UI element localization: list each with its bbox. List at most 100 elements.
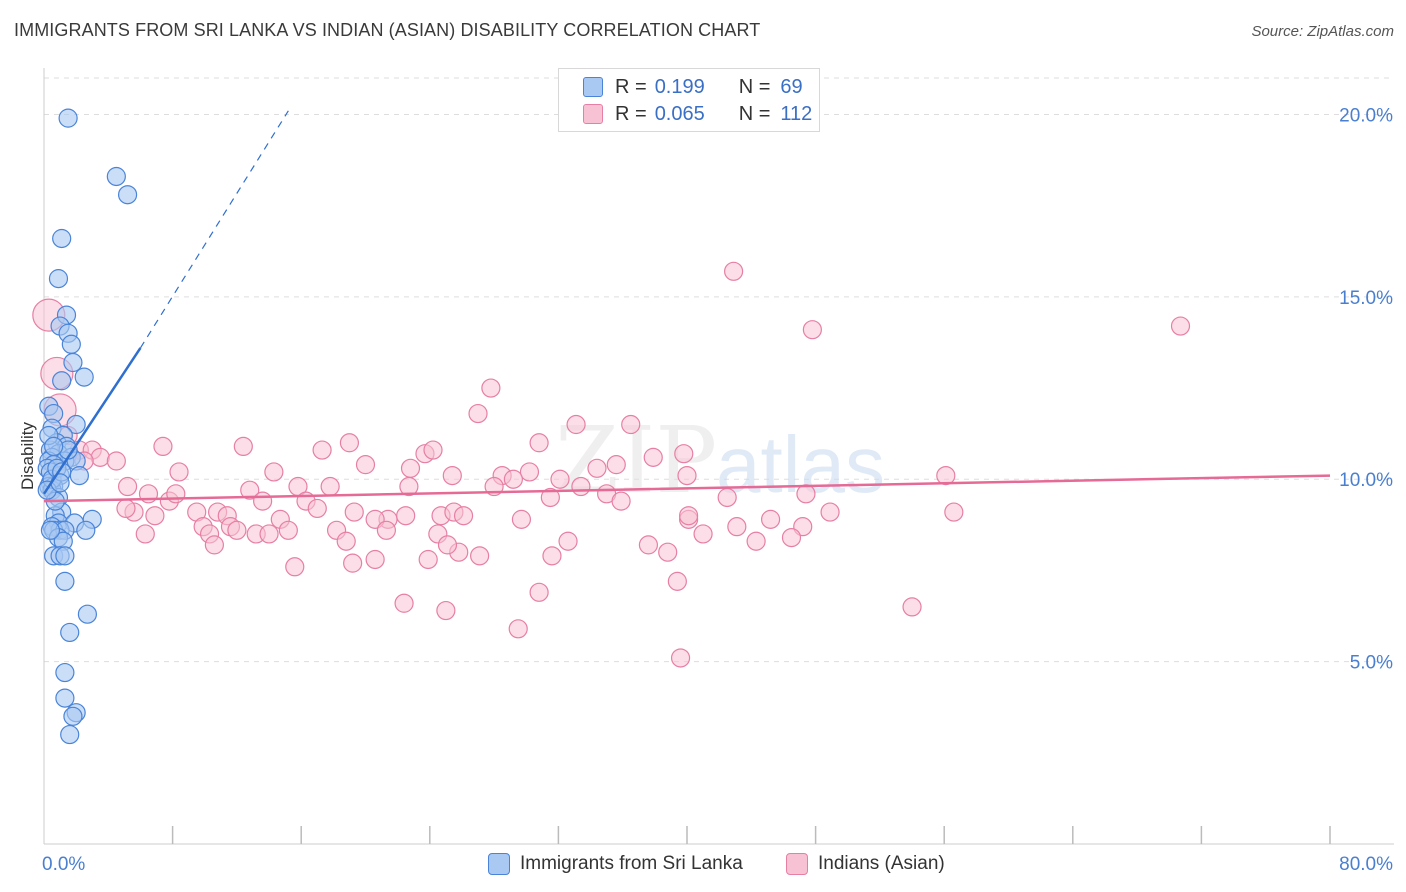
indians-point <box>396 506 416 526</box>
indians-point <box>667 571 687 591</box>
indians-point <box>169 462 189 482</box>
legend-n-label: N = <box>738 75 771 98</box>
indians-point <box>508 619 528 639</box>
srilanka-point <box>55 662 75 683</box>
indians-point <box>264 462 284 482</box>
indians-point <box>781 527 802 548</box>
source-credit: Source: ZipAtlas.com <box>1251 23 1394 40</box>
legend-n-label: N = <box>738 102 771 125</box>
indians-point <box>503 469 523 489</box>
indians-point <box>529 433 549 453</box>
indians-point <box>355 455 376 475</box>
stats-legend: R = 0.199 N = 69 R = 0.065 N = 112 <box>558 68 820 132</box>
bottom-legend-series2[interactable]: Indians (Asian) <box>786 851 945 877</box>
indians-point <box>677 465 697 486</box>
srilanka-point <box>66 414 86 435</box>
indians-point <box>145 506 165 526</box>
srilanka-point <box>63 352 83 373</box>
indians-point <box>106 451 126 471</box>
y-tick-label: 15.0% <box>1339 288 1393 309</box>
indians-point <box>746 531 766 551</box>
indians-point <box>727 517 747 537</box>
indians-point <box>519 462 540 482</box>
legend-row-series2: R = 0.065 N = 112 <box>583 101 812 127</box>
series-srilanka-points <box>37 108 138 745</box>
indians-point <box>944 502 964 522</box>
indians-point <box>674 444 694 464</box>
indians-point <box>606 455 626 475</box>
srilanka-point <box>60 622 80 643</box>
indians-point <box>820 502 840 522</box>
indians-point <box>336 531 356 551</box>
bottom-legend-swatch-pink <box>786 853 808 875</box>
y-tick-label: 20.0% <box>1339 105 1393 126</box>
indians-point <box>343 553 363 573</box>
y-axis-label: Disability <box>18 421 37 490</box>
indians-point <box>204 535 224 555</box>
legend-r-value: 0.199 <box>654 75 705 98</box>
indians-point <box>1170 316 1191 336</box>
indians-point <box>153 436 173 457</box>
x-tick-label: 80.0% <box>1339 854 1393 875</box>
srilanka-point <box>44 436 64 457</box>
indians-point <box>587 458 607 478</box>
bottom-legend-swatch-blue <box>488 853 510 875</box>
indians-point <box>540 487 560 508</box>
indians-point <box>511 509 532 529</box>
indians-point <box>376 520 396 540</box>
indians-point <box>365 549 385 570</box>
indians-point <box>240 480 260 500</box>
indians-point <box>571 476 591 497</box>
indians-point <box>717 487 737 508</box>
indians-point <box>936 465 956 486</box>
legend-swatch-pink <box>583 104 603 124</box>
srilanka-point <box>69 465 89 486</box>
indians-point <box>285 557 305 577</box>
legend-swatch-blue <box>583 77 603 97</box>
srilanka-point <box>77 604 98 624</box>
indians-point <box>529 582 549 602</box>
srilanka-point <box>48 269 69 289</box>
indians-point <box>394 593 414 613</box>
indians-point <box>278 520 298 540</box>
srilanka-point <box>52 371 72 391</box>
indians-point <box>442 465 462 486</box>
indians-point <box>400 458 421 478</box>
indians-point <box>453 506 474 526</box>
indians-point <box>227 520 247 540</box>
indians-point <box>558 531 578 551</box>
tick-labels: 5.0% 10.0% 15.0% 20.0% 0.0% 80.0% <box>42 105 1393 875</box>
series-indians-points <box>32 261 1191 668</box>
legend-n-value: 112 <box>780 102 813 125</box>
legend-r-label: R = <box>615 102 647 125</box>
srilanka-trend-line <box>42 347 142 495</box>
indians-point <box>259 524 279 544</box>
indians-point <box>621 414 641 435</box>
indians-point <box>253 491 273 511</box>
indians-point <box>423 440 443 460</box>
indians-point <box>658 542 678 562</box>
srilanka-point <box>58 108 78 128</box>
srilanka-point <box>76 520 96 540</box>
srilanka-point <box>55 546 75 566</box>
legend-row-series1: R = 0.199 N = 69 <box>583 74 803 100</box>
indians-point <box>902 597 922 617</box>
indians-point <box>724 261 744 281</box>
indians-point <box>437 535 458 555</box>
x-tick-label: 0.0% <box>42 854 85 875</box>
indians-point <box>90 447 110 467</box>
bottom-legend-series1[interactable]: Immigrants from Sri Lanka <box>488 851 743 877</box>
indians-point <box>542 546 562 566</box>
indians-point <box>550 469 570 489</box>
srilanka-point <box>63 706 83 726</box>
indians-point <box>643 447 663 467</box>
indians-point <box>135 524 155 544</box>
indians-point <box>166 484 186 504</box>
srilanka-point <box>74 367 94 387</box>
y-tick-label: 10.0% <box>1339 470 1393 491</box>
bottom-legend-label: Indians (Asian) <box>818 853 945 874</box>
srilanka-point <box>50 473 70 493</box>
trend-lines <box>42 110 1331 503</box>
legend-r-label: R = <box>615 75 647 98</box>
